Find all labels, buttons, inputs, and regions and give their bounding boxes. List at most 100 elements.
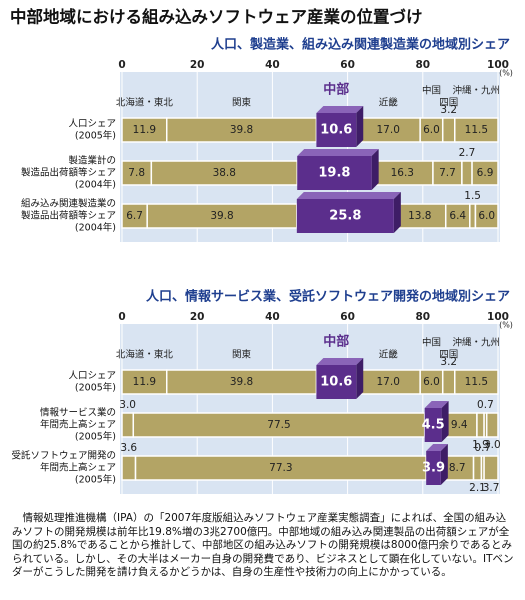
region-label: 沖縄・九州 <box>452 85 500 97</box>
bar-segment <box>165 117 318 143</box>
bar-segment <box>132 412 426 438</box>
category-label: 受託ソフトウェア開発の <box>11 450 116 462</box>
bar-segment <box>444 203 471 229</box>
value-label: 3.9 <box>422 461 445 476</box>
value-label: 3.2 <box>440 104 457 116</box>
bar-segment <box>441 369 456 395</box>
region-label: 四国 <box>439 98 458 109</box>
value-label: 6.0 <box>423 124 440 136</box>
x-tick-label: 40 <box>265 311 280 323</box>
x-tick-label: 80 <box>415 59 430 71</box>
bar-segment-side <box>440 444 448 485</box>
region-label: 北海道・東北 <box>116 97 174 109</box>
bar-segment <box>121 369 168 395</box>
bar-segment-side <box>356 358 364 399</box>
bar-segment <box>316 113 357 147</box>
bar-segment <box>483 455 499 481</box>
region-label: 中部 <box>323 334 349 350</box>
bar-segment <box>471 160 499 186</box>
category-label: 人口シェア <box>68 119 116 130</box>
value-label: 6.4 <box>449 210 466 222</box>
bar-segment <box>165 369 318 395</box>
value-label: 6.9 <box>477 167 494 179</box>
region-label: 中国 <box>422 85 441 97</box>
value-label: 39.8 <box>230 376 253 388</box>
value-label: 10.6 <box>320 375 352 390</box>
category-label: 年間売上高シェア <box>40 462 116 474</box>
region-label: 沖縄・九州 <box>452 337 500 349</box>
bar-segment-top <box>424 401 449 408</box>
bar-segment <box>370 160 434 186</box>
bar-segment <box>121 412 135 438</box>
x-tick-label: 60 <box>340 311 355 323</box>
x-tick-label: 80 <box>415 311 430 323</box>
value-label: 16.3 <box>391 167 414 179</box>
x-unit: (%) <box>499 321 513 330</box>
bar-segment <box>146 203 298 229</box>
region-label: 近畿 <box>379 349 399 361</box>
x-tick-label: 20 <box>190 59 205 71</box>
value-label: 2.1 <box>469 482 486 494</box>
x-unit: (%) <box>499 69 513 78</box>
category-label: 年間売上高シェア <box>40 419 116 431</box>
value-label: 10.6 <box>320 123 352 138</box>
value-label: 77.5 <box>267 419 290 431</box>
value-label: 39.8 <box>210 210 233 222</box>
bar-segment <box>461 160 473 186</box>
bar-segment <box>474 203 499 229</box>
value-label: 7.7 <box>439 167 456 179</box>
x-tick-label: 20 <box>190 311 205 323</box>
bar-segment <box>469 203 477 229</box>
value-label: 3.7 <box>483 482 500 494</box>
value-label: 2.7 <box>459 147 476 159</box>
bar-segment-side <box>371 149 379 190</box>
value-label: 3.6 <box>120 442 137 454</box>
chart-subtitle: 人口、製造業、組み込み関連製造業の地域別シェア <box>211 37 510 53</box>
category-label: 製造業計の <box>68 155 116 167</box>
bar-segment-top <box>316 106 364 113</box>
bar-segment <box>121 117 168 143</box>
value-label: 19.8 <box>318 166 350 181</box>
value-label: 3.0 <box>119 399 136 411</box>
value-label: 13.8 <box>408 210 431 222</box>
value-label: 39.8 <box>230 124 253 136</box>
category-label: (2004年) <box>75 179 116 191</box>
region-label: 近畿 <box>379 97 399 109</box>
x-tick-label: 100 <box>487 59 509 71</box>
value-label: 3.2 <box>440 356 457 368</box>
value-label: 25.8 <box>329 209 361 224</box>
category-label: (2005年) <box>75 431 116 443</box>
value-label: 0.7 <box>474 442 491 454</box>
bar-segment <box>441 117 456 143</box>
region-label: 関東 <box>232 97 252 109</box>
value-label: 0.7 <box>477 399 494 411</box>
category-label: (2004年) <box>75 222 116 234</box>
value-label: 11.5 <box>465 376 488 388</box>
category-label: (2005年) <box>75 382 116 394</box>
bar-segment-side <box>441 401 449 442</box>
bar-segment <box>485 412 499 438</box>
value-label: 6.0 <box>423 376 440 388</box>
category-label: (2005年) <box>75 474 116 486</box>
value-label: 17.0 <box>377 124 400 136</box>
bar-segment <box>426 451 441 485</box>
value-label: 9.4 <box>451 419 468 431</box>
value-label: 7.8 <box>128 167 145 179</box>
bar-segment <box>297 156 372 190</box>
x-tick-label: 0 <box>118 59 125 71</box>
bar-segment <box>424 408 442 442</box>
x-tick-label: 100 <box>487 311 509 323</box>
value-label: 6.7 <box>126 210 143 222</box>
value-label: 1.5 <box>464 190 481 202</box>
x-tick-label: 60 <box>340 59 355 71</box>
bar-segment-side <box>356 106 364 147</box>
bar-segment <box>476 412 485 438</box>
value-label: 11.5 <box>465 124 488 136</box>
bar-segment <box>134 455 427 481</box>
value-label: 11.9 <box>133 124 156 136</box>
value-label: 17.0 <box>377 376 400 388</box>
bar-segment <box>454 117 499 143</box>
category-label: (2005年) <box>75 130 116 142</box>
category-label: 製造品出荷額等シェア <box>21 167 116 179</box>
